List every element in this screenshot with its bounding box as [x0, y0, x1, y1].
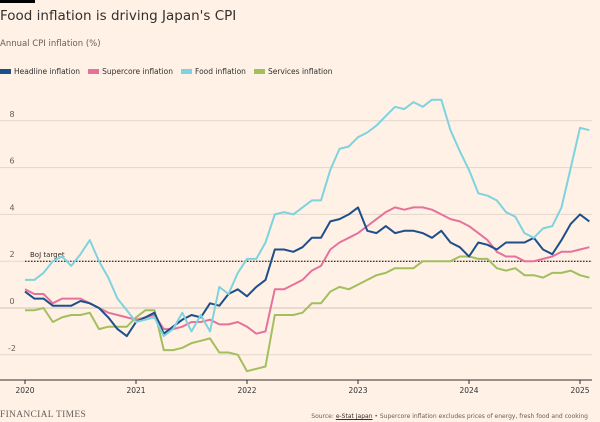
legend-label: Headline inflation [14, 67, 81, 76]
source-link[interactable]: e-Stat Japan [335, 413, 373, 420]
source-note: Source: e-Stat Japan • Supercore inflati… [311, 413, 588, 420]
y-tick-label: 4 [9, 203, 14, 212]
x-tick-label: 2025 [570, 386, 589, 395]
ft-top-bar [0, 0, 35, 3]
series-line-headline-inflation [24, 206, 590, 338]
legend-item-supercore: Supercore inflation [88, 67, 173, 76]
legend-label: Food inflation [195, 67, 246, 76]
legend-label: Supercore inflation [102, 67, 174, 76]
y-tick-label: -2 [8, 344, 16, 353]
chart-subtitle: Annual CPI inflation (%) [0, 39, 101, 49]
legend-item-services: Services inflation [253, 67, 333, 76]
legend-item-food: Food inflation [181, 67, 246, 76]
ft-logo: FINANCIAL TIMES [0, 410, 87, 420]
legend-swatch [88, 69, 100, 74]
series-line-food-inflation [25, 98, 590, 338]
source-text: • Supercore inflation excludes prices of… [372, 413, 588, 420]
legend-swatch [253, 69, 265, 74]
y-tick-label: 8 [9, 110, 14, 119]
source-prefix: Source: [311, 413, 336, 420]
legend-label: Services inflation [267, 67, 333, 76]
boj-target-label: BoJ target [30, 251, 65, 259]
x-tick-label: 2022 [237, 386, 256, 395]
legend-swatch [0, 69, 11, 74]
series-line-supercore-inflation [24, 206, 590, 335]
y-tick-label: 2 [9, 250, 14, 259]
y-tick-label: 0 [9, 297, 14, 306]
y-tick-label: 6 [9, 157, 14, 166]
x-tick-label: 2020 [15, 386, 34, 395]
x-tick-label: 2024 [459, 386, 478, 395]
x-tick-label: 2023 [348, 386, 367, 395]
legend: Headline inflation Supercore inflation F… [0, 67, 332, 76]
legend-swatch [181, 69, 193, 74]
series-line-services-inflation [25, 255, 590, 373]
legend-item-headline: Headline inflation [0, 67, 80, 76]
chart-title: Food inflation is driving Japan's CPI [0, 8, 237, 24]
x-tick-label: 2021 [126, 386, 145, 395]
